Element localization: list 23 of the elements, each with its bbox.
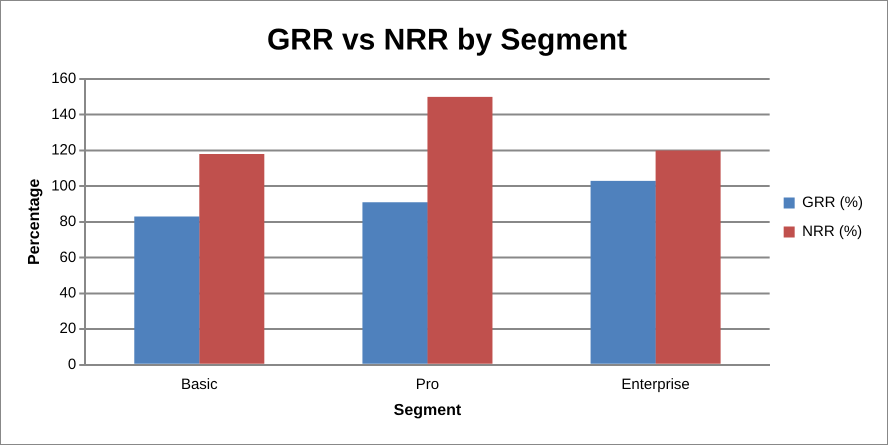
y-tick-label: 160 [51, 70, 76, 88]
chart-title: GRR vs NRR by Segment [266, 23, 628, 56]
y-axis-title: Percentage [26, 178, 44, 266]
bar [590, 180, 656, 364]
y-tick-label: 140 [51, 106, 76, 123]
y-tick-label: 100 [51, 177, 76, 194]
x-tick-label: Basic [180, 376, 218, 393]
y-tick-label: 40 [60, 284, 76, 302]
y-tick-label: 60 [60, 248, 76, 266]
legend-label: GRR (%) [802, 194, 864, 212]
y-tick-label: 120 [51, 142, 76, 159]
bar [362, 202, 428, 364]
bar [199, 154, 264, 364]
legend-label: NRR (%) [802, 223, 862, 240]
x-tick-label: Enterprise [621, 376, 690, 393]
bar [134, 216, 200, 364]
bar [427, 96, 492, 364]
y-tick-label: 0 [68, 356, 76, 373]
bar [656, 150, 721, 364]
x-axis-title: Segment [394, 402, 462, 419]
y-tick-label: 20 [60, 320, 76, 338]
y-tick-label: 80 [60, 213, 76, 230]
x-tick-label: Pro [416, 376, 440, 393]
